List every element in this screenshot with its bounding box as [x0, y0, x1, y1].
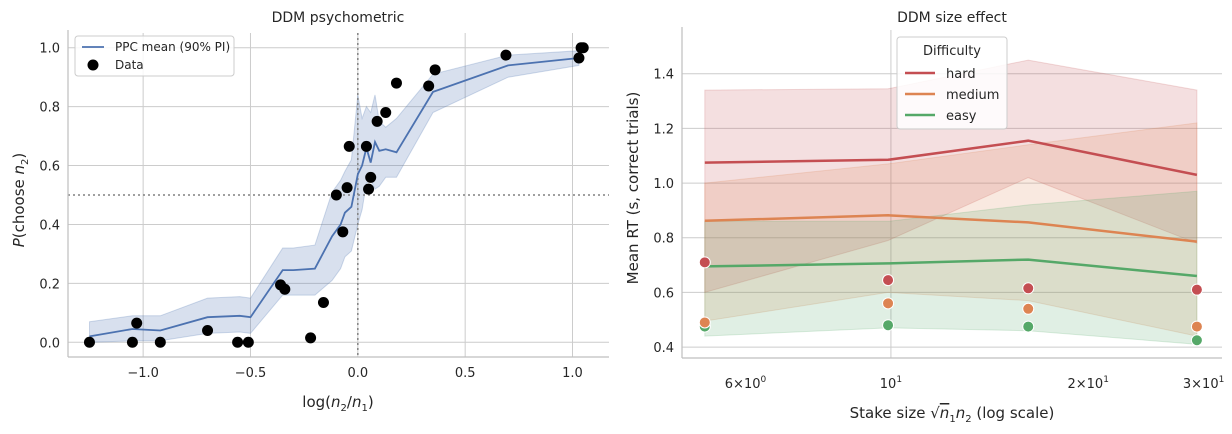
left-data-point — [305, 332, 317, 344]
left-data-point — [131, 317, 143, 329]
legend-data-label: Data — [115, 58, 144, 72]
left-x-tick-label: 0.5 — [455, 366, 476, 381]
right-data-point-easy — [882, 319, 895, 332]
legend-ppc-label: PPC mean (90% PI) — [115, 40, 230, 54]
left-x-tick-label: −1.0 — [127, 366, 159, 381]
right-chart-title: DDM size effect — [897, 10, 1007, 26]
right-x-axis-label: Stake size √n1n2 (log scale) — [850, 404, 1055, 425]
right-series-lines — [704, 139, 1198, 278]
right-legend: Difficulty hard medium easy — [896, 36, 1008, 130]
right-data-point-hard — [1022, 282, 1035, 295]
left-x-tick-label: −0.5 — [235, 366, 267, 381]
left-y-tick-labels: 0.0 0.2 0.4 0.6 0.8 1.0 — [39, 42, 60, 352]
left-data-point — [83, 336, 95, 348]
right-y-tick-label: 0.4 — [653, 341, 674, 356]
left-data-point — [363, 183, 375, 195]
right-legend-items: hard medium easy — [905, 67, 999, 124]
left-chart-title: DDM psychometric — [272, 10, 405, 26]
left-x-axis-label: log(n2/n1) — [302, 393, 373, 414]
right-data-point-medium — [882, 297, 895, 310]
left-y-tick-label: 0.4 — [39, 218, 60, 233]
left-data-points — [83, 42, 589, 348]
left-ppc-line-group — [89, 57, 579, 338]
psychometric-chart: DDM psychometric −1.0 −0.5 0.0 0.5 1.0 0.00.… — [10, 10, 609, 414]
right-x-tick-label: 2×101 — [1067, 375, 1108, 392]
left-y-axis-label: P(choose n2) — [10, 153, 31, 248]
right-data-point-medium — [698, 316, 711, 329]
right-data-points — [698, 256, 1203, 347]
right-data-point-easy — [1022, 320, 1035, 333]
right-grid — [682, 30, 1222, 358]
right-y-tick-label: 1.0 — [653, 177, 674, 192]
right-y-tick-labels: 0.4 0.6 0.8 1.0 1.2 1.4 — [653, 68, 674, 356]
left-data-point — [380, 107, 392, 119]
left-y-tick-label: 0.0 — [39, 336, 60, 351]
right-data-point-medium — [1190, 320, 1203, 333]
left-x-tick-label: 1.0 — [562, 366, 583, 381]
right-line-medium — [704, 214, 1198, 243]
legend-title: Difficulty — [923, 44, 981, 59]
right-data-point-hard — [698, 256, 711, 269]
left-y-tick-label: 0.8 — [39, 101, 60, 116]
right-y-axis-label: Mean RT (s, correct trials) — [624, 92, 642, 285]
right-y-tick-label: 0.8 — [653, 232, 674, 247]
left-data-point — [154, 336, 166, 348]
left-data-point — [500, 49, 512, 61]
left-data-point — [390, 77, 402, 89]
right-x-tick-labels: 6×100 101 2×101 3×101 — [725, 375, 1225, 392]
left-data-point — [242, 336, 254, 348]
right-legend-box — [896, 36, 1008, 130]
right-data-point-hard — [882, 274, 895, 287]
left-data-point — [279, 283, 291, 295]
left-x-tick-label: 0.0 — [347, 366, 368, 381]
left-legend: PPC mean (90% PI) Data — [74, 35, 235, 77]
left-y-tick-label: 1.0 — [39, 42, 60, 57]
size-effect-chart: DDM size effect 6×100 101 2×101 3×101 0.40.… — [624, 10, 1224, 425]
left-ppc-mean-line — [89, 57, 579, 338]
right-x-tick-label: 101 — [880, 375, 902, 392]
left-data-point — [317, 297, 329, 309]
right-x-tick-label: 3×101 — [1183, 375, 1224, 392]
left-x-tick-labels: −1.0 −0.5 0.0 0.5 1.0 — [127, 366, 582, 381]
right-line-hard — [704, 139, 1198, 177]
legend-label-easy: easy — [946, 109, 977, 124]
left-data-point — [232, 336, 244, 348]
left-legend-box — [74, 35, 235, 77]
left-data-point — [337, 226, 349, 238]
left-data-point — [573, 52, 585, 64]
left-y-tick-label: 0.2 — [39, 277, 60, 292]
right-y-tick-label: 1.2 — [653, 122, 674, 137]
left-data-point — [423, 80, 435, 92]
left-data-point — [577, 42, 589, 54]
right-y-tick-label: 1.4 — [653, 68, 674, 83]
right-data-point-medium — [1022, 302, 1035, 315]
left-data-point — [126, 336, 138, 348]
right-y-tick-label: 0.6 — [653, 286, 674, 301]
left-data-point — [429, 64, 441, 76]
left-data-point — [343, 140, 355, 152]
left-y-tick-label: 0.6 — [39, 160, 60, 175]
left-axes-spines — [67, 30, 609, 358]
right-line-easy — [704, 258, 1198, 278]
right-axes-spines — [681, 27, 1222, 359]
left-data-point — [330, 189, 342, 201]
left-data-point — [360, 140, 372, 152]
legend-label-medium: medium — [946, 88, 999, 103]
left-data-point — [341, 182, 353, 194]
left-data-point — [365, 171, 377, 183]
legend-label-hard: hard — [946, 67, 976, 82]
legend-data-swatch — [87, 59, 99, 71]
right-data-point-hard — [1190, 283, 1203, 296]
right-x-tick-label: 6×100 — [725, 375, 767, 392]
left-data-point — [371, 115, 383, 127]
right-data-point-easy — [1190, 334, 1203, 347]
left-data-point — [202, 324, 214, 336]
